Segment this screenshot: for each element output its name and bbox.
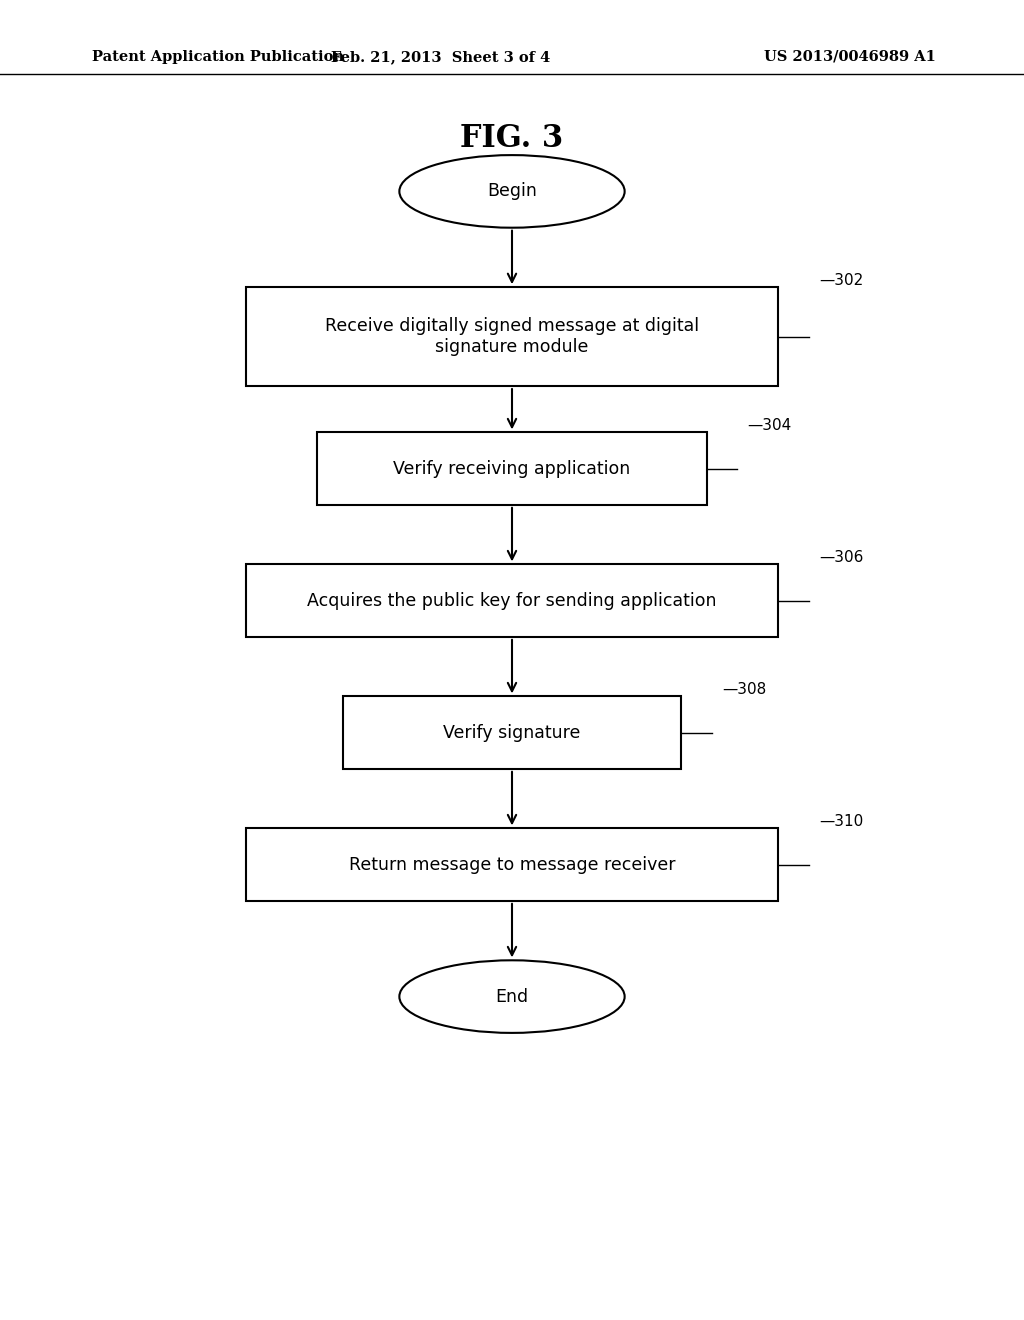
Text: Receive digitally signed message at digital
signature module: Receive digitally signed message at digi… <box>325 317 699 356</box>
Text: —306: —306 <box>819 550 863 565</box>
Text: —308: —308 <box>722 682 766 697</box>
Text: Begin: Begin <box>487 182 537 201</box>
Text: Verify signature: Verify signature <box>443 723 581 742</box>
Text: FIG. 3: FIG. 3 <box>461 123 563 154</box>
Text: Patent Application Publication: Patent Application Publication <box>92 50 344 63</box>
Text: Return message to message receiver: Return message to message receiver <box>349 855 675 874</box>
Text: US 2013/0046989 A1: US 2013/0046989 A1 <box>764 50 936 63</box>
Text: —302: —302 <box>819 273 863 288</box>
Text: Verify receiving application: Verify receiving application <box>393 459 631 478</box>
Text: End: End <box>496 987 528 1006</box>
Text: Feb. 21, 2013  Sheet 3 of 4: Feb. 21, 2013 Sheet 3 of 4 <box>331 50 550 63</box>
Text: Acquires the public key for sending application: Acquires the public key for sending appl… <box>307 591 717 610</box>
Text: —304: —304 <box>748 418 792 433</box>
Text: —310: —310 <box>819 814 863 829</box>
